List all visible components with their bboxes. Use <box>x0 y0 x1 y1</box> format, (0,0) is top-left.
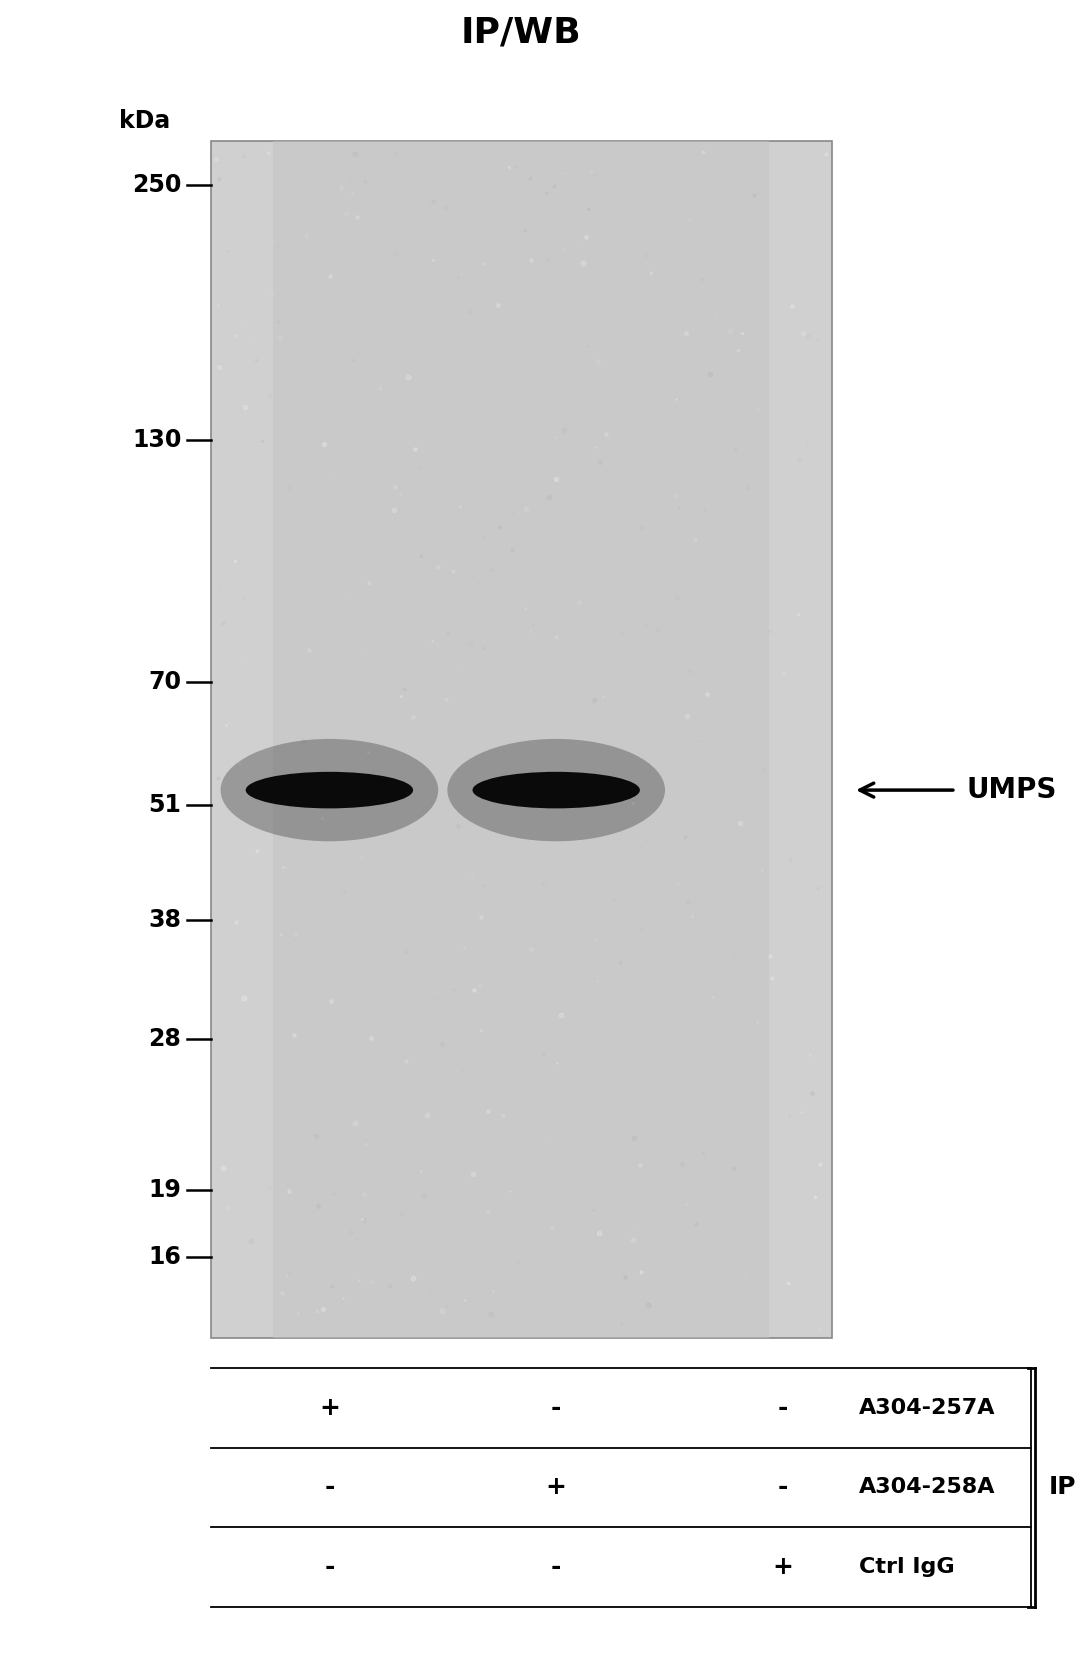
Text: IP: IP <box>1049 1476 1076 1499</box>
Text: +: + <box>772 1556 794 1579</box>
Text: 130: 130 <box>132 429 181 452</box>
Ellipse shape <box>246 771 413 808</box>
Text: -: - <box>778 1476 788 1499</box>
Text: 16: 16 <box>149 1245 181 1270</box>
Text: 19: 19 <box>149 1178 181 1202</box>
Text: 250: 250 <box>132 173 181 198</box>
Text: kDa: kDa <box>119 110 170 133</box>
Bar <box>211 141 832 1338</box>
Text: A304-257A: A304-257A <box>859 1398 995 1418</box>
Ellipse shape <box>447 740 665 841</box>
Text: 51: 51 <box>149 793 181 818</box>
Text: -: - <box>551 1556 562 1579</box>
Text: 70: 70 <box>148 670 181 693</box>
Text: +: + <box>545 1476 567 1499</box>
Text: +: + <box>319 1396 340 1419</box>
Text: Ctrl IgG: Ctrl IgG <box>859 1557 955 1577</box>
Text: -: - <box>324 1556 335 1579</box>
Text: IP/WB: IP/WB <box>461 17 581 50</box>
Ellipse shape <box>220 740 438 841</box>
Text: -: - <box>324 1476 335 1499</box>
Text: 28: 28 <box>149 1027 181 1050</box>
Text: -: - <box>778 1396 788 1419</box>
Text: -: - <box>551 1396 562 1419</box>
Bar <box>272 141 769 1338</box>
Text: UMPS: UMPS <box>967 776 1057 804</box>
Ellipse shape <box>473 771 640 808</box>
Text: 38: 38 <box>148 907 181 932</box>
Text: A304-258A: A304-258A <box>859 1478 995 1497</box>
